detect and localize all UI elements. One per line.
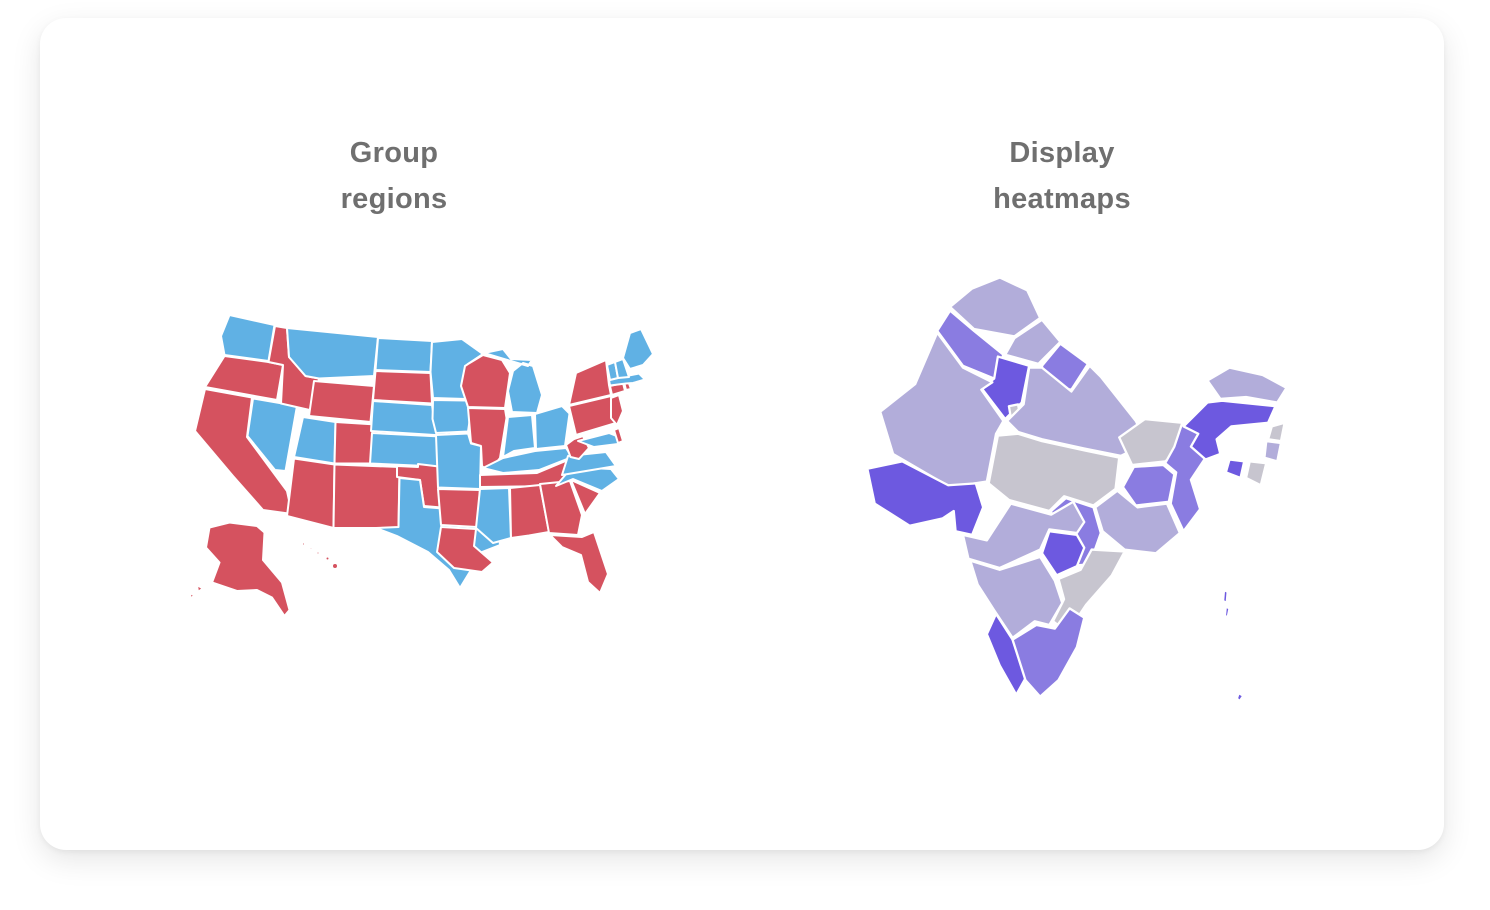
- us-state-WA[interactable]: [220, 314, 276, 362]
- india-choropleth-map[interactable]: [860, 272, 1292, 704]
- india-state-arunachal-pradesh[interactable]: [1206, 366, 1288, 404]
- group-regions-title: Group regions: [244, 130, 544, 222]
- display-heatmaps-title-line2: heatmaps: [993, 183, 1131, 215]
- us-state-IA[interactable]: [431, 399, 472, 434]
- india-state-nagaland[interactable]: [1266, 421, 1286, 443]
- us-state-FL[interactable]: [549, 531, 609, 594]
- us-state-MT[interactable]: [286, 327, 379, 380]
- us-state-AZ[interactable]: [286, 457, 336, 529]
- india-state-manipur[interactable]: [1263, 439, 1283, 463]
- us-state-HI[interactable]: [308, 546, 314, 551]
- feature-card: Group regions Display heatmaps: [40, 18, 1444, 850]
- india-state-madhya-pradesh[interactable]: [987, 432, 1121, 513]
- india-state-rajasthan[interactable]: [879, 331, 1005, 489]
- india-state-jharkhand[interactable]: [1121, 463, 1176, 507]
- us-state-NM[interactable]: [332, 463, 401, 529]
- us-state-AL[interactable]: [509, 484, 550, 539]
- india-state-jammu-kashmir[interactable]: [948, 276, 1042, 338]
- us-state-OR[interactable]: [204, 355, 284, 401]
- india-state-uttar-pradesh[interactable]: [1005, 364, 1148, 457]
- us-state-NJ[interactable]: [610, 394, 624, 426]
- us-state-NH[interactable]: [614, 358, 630, 379]
- us-state-SC[interactable]: [570, 479, 601, 515]
- us-state-MI[interactable]: [483, 348, 543, 414]
- us-state-HI[interactable]: [324, 555, 331, 562]
- us-state-ND[interactable]: [374, 337, 433, 373]
- india-state-maharashtra[interactable]: [961, 500, 1086, 570]
- india-state-karnataka[interactable]: [969, 555, 1064, 639]
- india-state-himachal-pradesh[interactable]: [1004, 318, 1062, 366]
- india-state-assam[interactable]: [1182, 399, 1277, 461]
- us-state-LA[interactable]: [436, 526, 494, 573]
- display-heatmaps-title-line1: Display: [1009, 137, 1115, 169]
- us-state-SD[interactable]: [372, 370, 433, 405]
- india-state-tamil-nadu[interactable]: [1011, 607, 1086, 698]
- us-state-MS[interactable]: [475, 487, 512, 544]
- us-state-ME[interactable]: [622, 328, 654, 370]
- usa-choropleth-map[interactable]: [182, 310, 662, 625]
- india-islands-andaman-nicobar[interactable]: [1221, 588, 1245, 703]
- us-state-DE[interactable]: [613, 427, 624, 444]
- india-state-mizoram[interactable]: [1244, 460, 1268, 487]
- us-state-WI[interactable]: [460, 354, 511, 409]
- us-state-IN[interactable]: [502, 414, 536, 458]
- us-state-WY[interactable]: [308, 380, 375, 423]
- india-state-odisha[interactable]: [1094, 489, 1182, 555]
- group-regions-title-line1: Group: [349, 137, 439, 169]
- us-state-IL[interactable]: [467, 407, 508, 473]
- us-state-HI[interactable]: [301, 541, 306, 547]
- india-state-gujarat[interactable]: [866, 460, 985, 537]
- us-state-AK[interactable]: [189, 521, 291, 617]
- group-regions-title-line2: regions: [340, 183, 448, 215]
- us-state-UT[interactable]: [293, 416, 337, 465]
- display-heatmaps-title: Display heatmaps: [912, 130, 1212, 222]
- us-state-OH[interactable]: [534, 405, 571, 450]
- india-state-tripura[interactable]: [1224, 458, 1246, 480]
- us-state-AR[interactable]: [437, 488, 481, 528]
- us-state-HI[interactable]: [315, 550, 321, 556]
- india-state-telangana[interactable]: [1040, 530, 1086, 577]
- us-state-HI[interactable]: [331, 562, 339, 570]
